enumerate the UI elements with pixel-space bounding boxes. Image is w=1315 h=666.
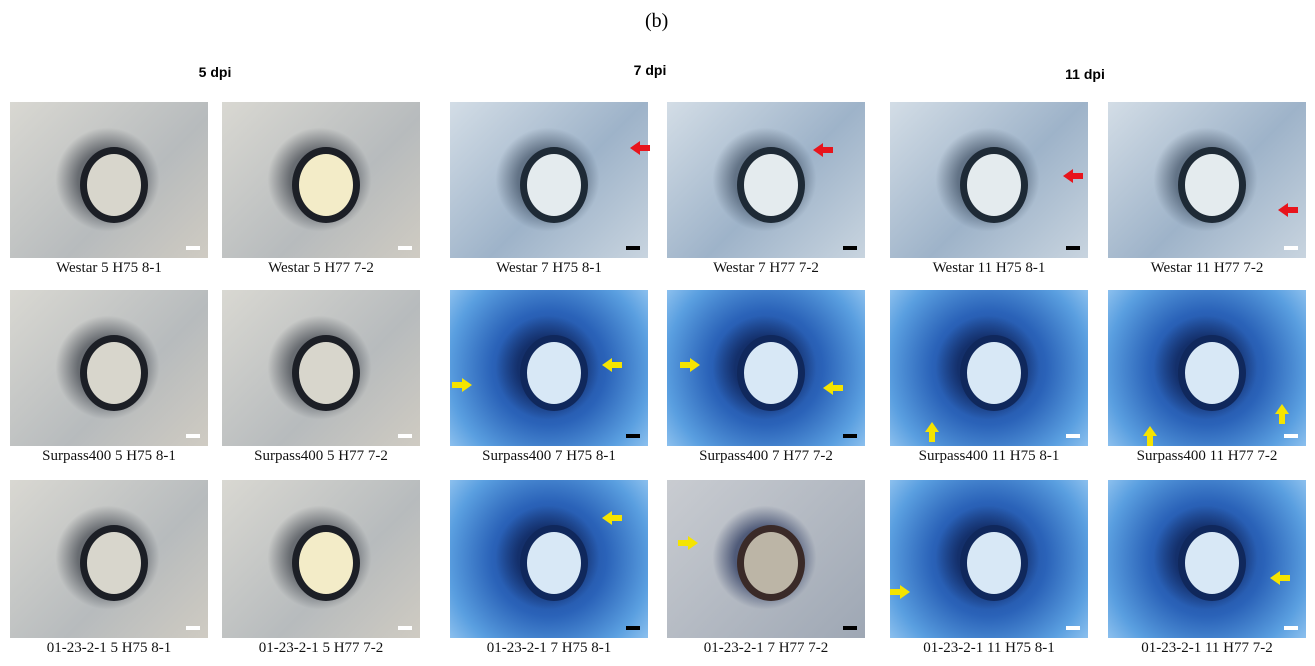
arrow [630,141,650,155]
arrow [813,143,833,157]
arrow [602,358,622,372]
arrow [1063,169,1083,183]
arrow [1278,203,1298,217]
arrow [678,536,698,550]
arrow [890,585,910,599]
arrow [823,381,843,395]
arrow [1270,571,1290,585]
arrow [925,422,939,442]
arrow-layer [0,0,1315,666]
arrow [680,358,700,372]
arrow [452,378,472,392]
arrow [602,511,622,525]
arrow [1275,404,1289,424]
figure: (b) 5 dpi 7 dpi 11 dpi Westar 5 H75 8-1W… [0,0,1315,666]
arrow [1143,426,1157,446]
